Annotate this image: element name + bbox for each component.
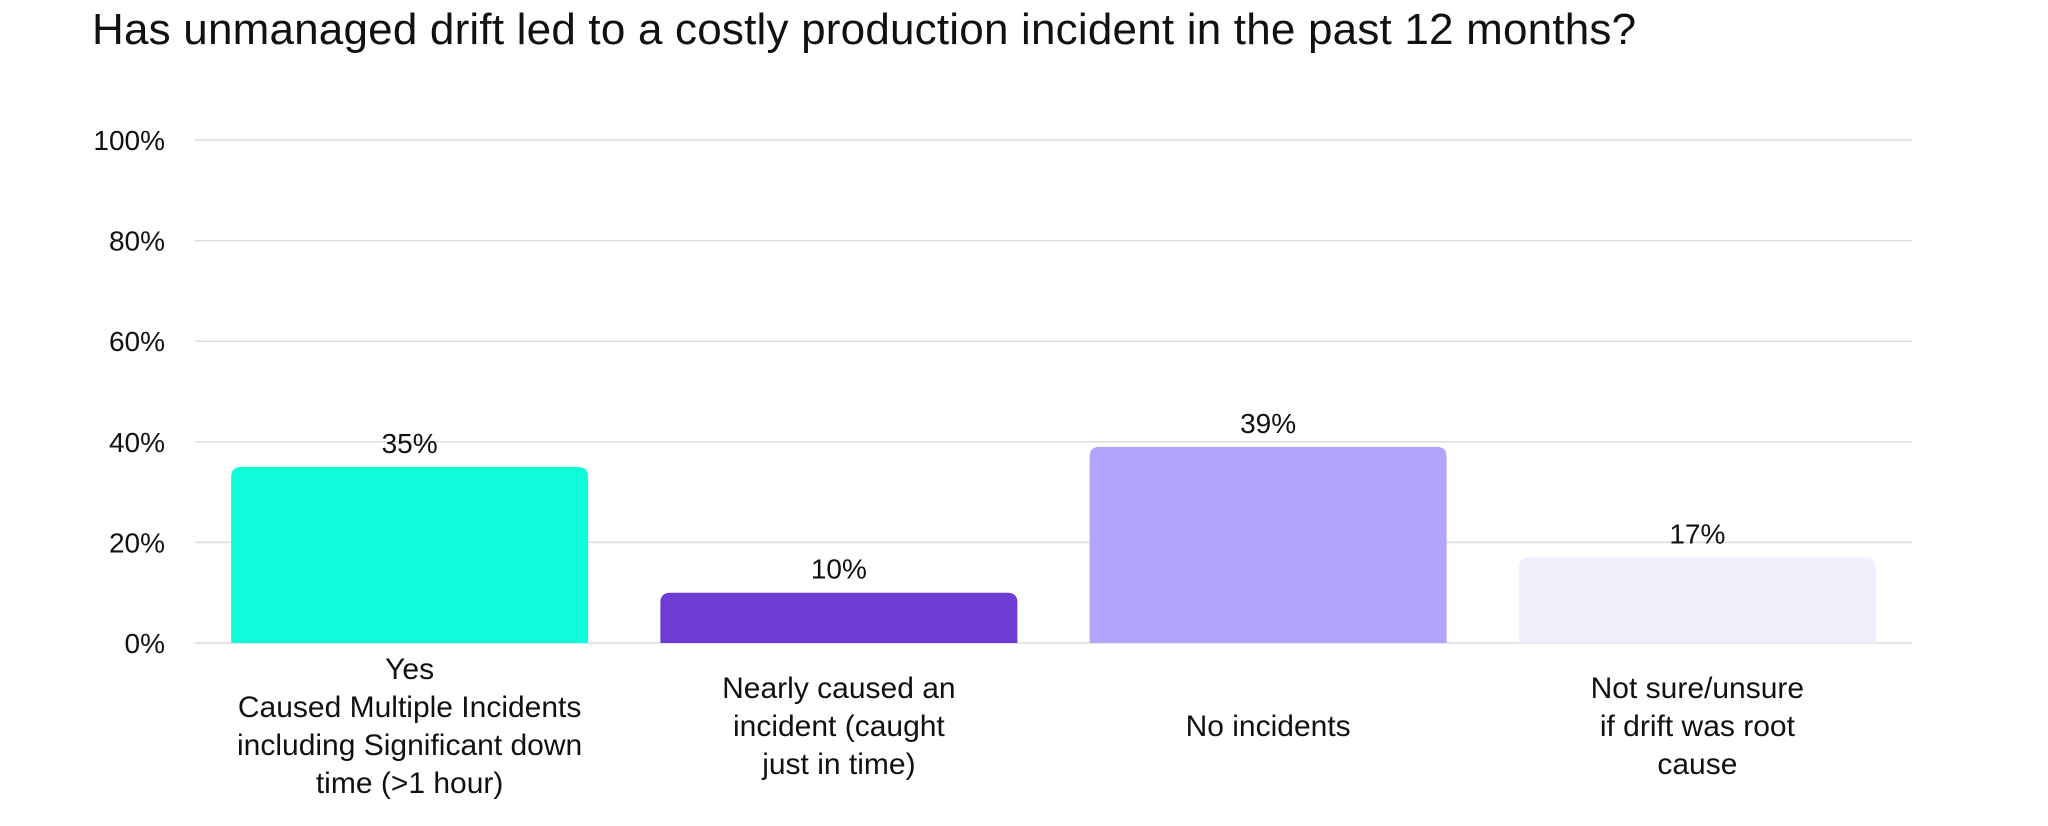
category-label-line: Yes [385,653,435,686]
category-label-line: Not sure/unsure [1590,672,1805,705]
category-label: Not sure/unsure if drift was root cause [1487,670,1907,784]
category-label-line: Nearly caused an [722,672,956,705]
y-tick-label: 20% [109,527,165,558]
category-label-line: No incidents [1185,710,1351,743]
y-axis-tick-labels: 0% 20% 40% 60% 80% 100% [93,125,165,659]
category-label-line: just in time) [762,748,916,781]
category-label-line: time (>1 hour) [315,767,504,800]
data-labels: 35% 10% 39% 17% [382,408,1726,585]
category-label: No incidents [1058,708,1478,746]
bar [660,592,1018,643]
bars [231,446,1876,643]
data-label: 17% [1669,518,1725,549]
y-tick-label: 80% [109,226,165,257]
y-tick-label: 0% [125,628,165,659]
category-label-line: if drift was root [1599,710,1795,743]
bar [1518,557,1876,643]
data-label: 39% [1240,408,1296,439]
data-label: 35% [382,428,438,459]
y-tick-label: 60% [109,326,165,357]
bar [231,466,589,643]
chart-title: Has unmanaged drift led to a costly prod… [92,5,1637,54]
category-label-line: including Significant down [237,729,583,762]
category-label: Nearly caused an incident (caught just in … [629,670,1049,784]
bar [1089,446,1447,643]
data-label: 10% [811,554,867,585]
category-label-line: cause [1657,748,1738,781]
y-tick-label: 40% [109,427,165,458]
category-label-line: incident (caught [732,710,945,743]
category-label: Yes Caused Multiple Incidents including Si… [200,651,620,803]
y-tick-label: 100% [93,125,165,156]
category-label-line: Caused Multiple Incidents [237,691,582,724]
